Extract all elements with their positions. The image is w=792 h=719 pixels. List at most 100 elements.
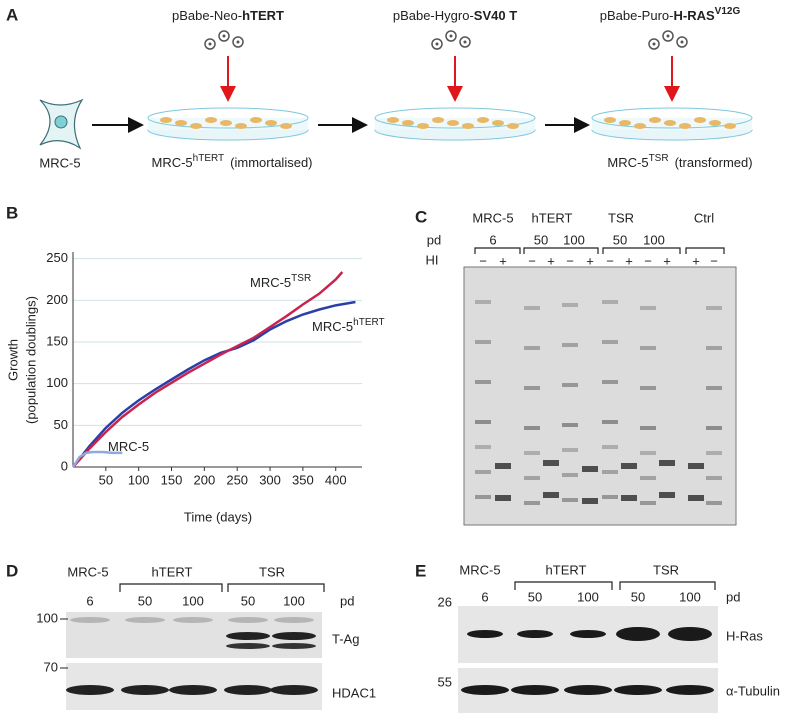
vector-label: pBabe-Neo-hTERT — [172, 8, 284, 23]
series-name-sup: hTERT — [353, 317, 385, 328]
vector-label: pBabe-Hygro-SV40 T — [393, 8, 517, 23]
hi-label: HI — [426, 252, 439, 267]
gel-band — [475, 340, 491, 344]
hi-value: − — [528, 253, 536, 268]
x-tick-label: 200 — [194, 472, 216, 487]
hi-value: − — [710, 253, 718, 268]
virus-core — [236, 40, 240, 44]
gel-band — [582, 498, 598, 504]
x-tick-label: 250 — [226, 472, 248, 487]
group-label: TSR — [653, 562, 679, 577]
marker-label: 100 — [36, 610, 58, 625]
hi-value: + — [692, 253, 700, 268]
gel-band — [640, 306, 656, 310]
virus-core — [652, 42, 656, 46]
cell-label: MRC-5 — [39, 155, 80, 170]
dish-top — [374, 107, 536, 129]
pd-value: 6 — [489, 232, 496, 247]
x-axis-label: Time (days) — [184, 509, 252, 524]
band-label: T-Ag — [332, 631, 359, 646]
bracket — [119, 583, 325, 592]
virus-core — [680, 40, 684, 44]
pd-value: 50 — [613, 232, 627, 247]
cell — [492, 120, 504, 126]
pd-value: 100 — [563, 232, 585, 247]
x-tick-label: 50 — [99, 472, 113, 487]
y-tick-label: 250 — [46, 250, 68, 265]
marker-label: 55 — [438, 674, 452, 689]
gel-band — [582, 466, 598, 472]
blot-band — [272, 632, 316, 640]
blot-band — [668, 627, 712, 641]
gel-band — [706, 476, 722, 480]
panel-letter: B — [6, 203, 18, 222]
series-name: MRC-5 — [250, 275, 291, 290]
gel-band — [640, 386, 656, 390]
gel-band — [524, 426, 540, 430]
cell — [679, 123, 691, 129]
blot-band — [616, 627, 660, 641]
cell — [447, 120, 459, 126]
cell — [280, 123, 292, 129]
gel-band — [706, 306, 722, 310]
y-tick-label: 150 — [46, 333, 68, 348]
group-label: MRC-5 — [472, 210, 513, 225]
pd-value: 6 — [481, 589, 488, 604]
hi-value: + — [499, 253, 507, 268]
pd-value: 100 — [577, 589, 599, 604]
blot-band — [511, 685, 559, 695]
cell — [265, 120, 277, 126]
cell-label: MRC-5hTERT (immortalised) — [151, 153, 312, 171]
hi-value: − — [606, 253, 614, 268]
series-label: MRC-5 — [108, 439, 149, 454]
group-label: hTERT — [152, 564, 193, 579]
virus-core — [435, 42, 439, 46]
gel-band — [688, 495, 704, 501]
gel-band — [562, 498, 578, 502]
gel-band — [640, 451, 656, 455]
blot-band — [614, 685, 662, 695]
hi-value: + — [663, 253, 671, 268]
gel-band — [475, 495, 491, 499]
gel-band — [524, 451, 540, 455]
gel-band — [659, 492, 675, 498]
cell — [417, 123, 429, 129]
series-name-sup: TSR — [291, 273, 311, 284]
blot-band — [666, 685, 714, 695]
gel-band — [475, 300, 491, 304]
gel-band — [524, 346, 540, 350]
bracket — [474, 247, 725, 254]
gel-band — [475, 420, 491, 424]
gel-band — [706, 501, 722, 505]
group-label: TSR — [259, 564, 285, 579]
y-tick-label: 200 — [46, 292, 68, 307]
hi-value: + — [586, 253, 594, 268]
gel-band — [495, 495, 511, 501]
band-label: HDAC1 — [332, 685, 376, 700]
cell — [190, 123, 202, 129]
virus-core — [666, 34, 670, 38]
blot-band — [228, 617, 268, 623]
pd-label: pd — [340, 593, 354, 608]
gel-band — [602, 300, 618, 304]
gel-band — [706, 346, 722, 350]
gel-band — [621, 463, 637, 469]
gel-band — [602, 470, 618, 474]
pd-value: 100 — [643, 232, 665, 247]
gel-band — [640, 501, 656, 505]
gel-band — [706, 426, 722, 430]
gel-band — [475, 445, 491, 449]
diagram — [39, 98, 590, 150]
group-label: hTERT — [532, 210, 573, 225]
x-tick-label: 350 — [292, 472, 314, 487]
gel-band — [562, 423, 578, 427]
cell — [694, 117, 706, 123]
cell — [160, 117, 172, 123]
pd-label: pd — [726, 589, 740, 604]
gel-band — [621, 495, 637, 501]
gel-band — [706, 386, 722, 390]
pd-value: 100 — [679, 589, 701, 604]
blot-band — [226, 632, 270, 640]
